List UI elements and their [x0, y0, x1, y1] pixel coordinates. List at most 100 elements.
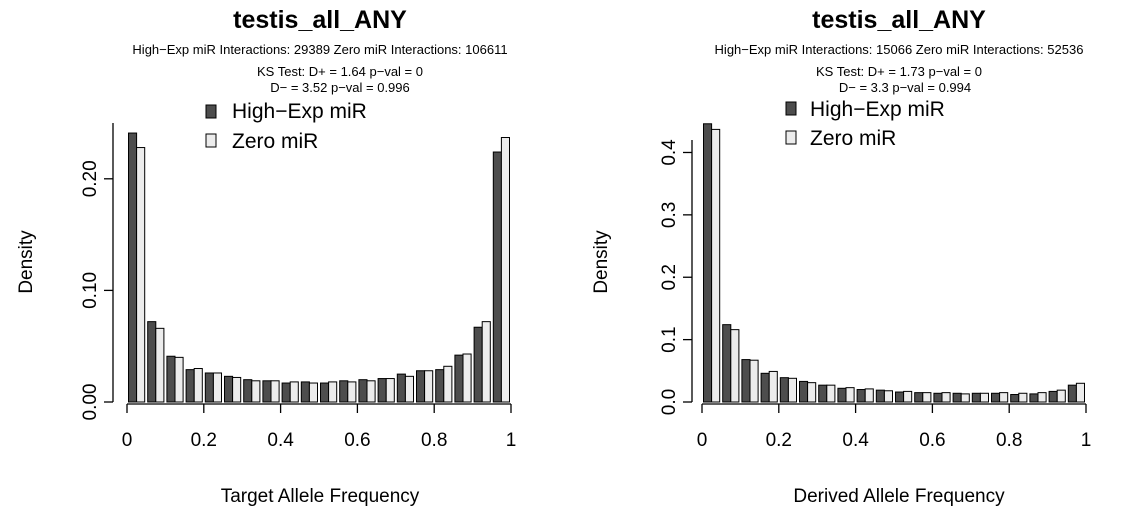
- y-tick-label: 0.1: [659, 326, 680, 352]
- bar-zero: [328, 381, 338, 403]
- bar-zero: [481, 321, 491, 403]
- bar-high-exp: [1067, 384, 1077, 403]
- x-tick-label: 0.2: [766, 430, 792, 451]
- left-chart-panel: testis_all_ANY High−Exp miR Interactions…: [16, 6, 516, 507]
- y-tick-label: 0.00: [80, 384, 101, 421]
- bar-high-exp: [971, 392, 981, 403]
- bar-high-exp: [166, 355, 176, 403]
- bar-zero: [500, 137, 510, 403]
- bar-zero: [308, 382, 318, 403]
- bar-zero: [212, 372, 222, 403]
- bar-zero: [232, 376, 242, 403]
- x-tick-label: 0.8: [996, 430, 1022, 451]
- legend-label-high-exp: High−Exp miR: [810, 98, 945, 121]
- bar-zero: [1018, 392, 1028, 403]
- bar-zero: [1075, 382, 1086, 403]
- x-tick-label: 0.4: [267, 430, 294, 451]
- bar-high-exp: [128, 132, 138, 403]
- legend-swatch-high-exp: [785, 101, 797, 116]
- bar-high-exp: [914, 392, 924, 403]
- bar-zero: [979, 392, 990, 403]
- x-axis-label: Target Allele Frequency: [221, 486, 420, 507]
- y-tick-label: 0.0: [659, 389, 680, 415]
- x-tick-label: 0.8: [421, 430, 447, 451]
- bar-high-exp: [377, 378, 387, 403]
- x-tick-label: 0.6: [919, 430, 945, 451]
- x-tick-label: 1: [506, 430, 517, 451]
- bar-high-exp: [396, 373, 406, 403]
- bar-high-exp: [703, 123, 713, 403]
- y-tick-label: 0.2: [659, 264, 680, 290]
- bar-high-exp: [1029, 393, 1039, 403]
- ks-test-d-minus: D− = 3.3 p−val = 0.994: [839, 80, 971, 95]
- interaction-counts: High−Exp miR Interactions: 29389 Zero mi…: [132, 42, 507, 57]
- bar-high-exp: [358, 379, 368, 403]
- legend: High−Exp miR Zero miR: [205, 100, 367, 153]
- bar-zero: [385, 378, 395, 403]
- bar-high-exp: [1010, 394, 1020, 403]
- legend-swatch-zero: [205, 133, 217, 148]
- chart-title: testis_all_ANY: [812, 6, 986, 34]
- bar-zero: [347, 381, 357, 403]
- ks-test-d-minus: D− = 3.52 p−val = 0.996: [270, 80, 410, 95]
- bar-zero: [845, 387, 855, 403]
- bar-high-exp: [454, 354, 464, 403]
- bar-zero: [922, 392, 932, 403]
- right-chart-panel: testis_all_ANY High−Exp miR Interactions…: [591, 6, 1091, 507]
- legend-swatch-high-exp: [205, 104, 217, 119]
- y-ticks: 0.00 0.10 0.20: [80, 160, 113, 420]
- bar-high-exp: [779, 377, 789, 403]
- bar-high-exp: [339, 380, 349, 403]
- interaction-counts: High−Exp miR Interactions: 15066 Zero mi…: [715, 42, 1084, 57]
- y-tick-label: 0.10: [80, 272, 101, 309]
- bar-zero: [826, 384, 836, 403]
- x-tick-label: 0: [697, 430, 708, 451]
- bar-high-exp: [262, 380, 272, 403]
- ks-test-d-plus: KS Test: D+ = 1.64 p−val = 0: [257, 64, 423, 79]
- bar-high-exp: [224, 375, 234, 403]
- bar-high-exp: [281, 382, 291, 403]
- bar-zero: [462, 353, 472, 403]
- bar-zero: [864, 388, 874, 403]
- bar-zero: [424, 370, 434, 403]
- x-axis-label: Derived Allele Frequency: [793, 486, 1005, 507]
- bar-high-exp: [185, 369, 195, 403]
- x-tick-label: 0.4: [842, 430, 869, 451]
- bar-high-exp: [1048, 390, 1058, 403]
- legend-label-zero: Zero miR: [232, 130, 318, 153]
- bar-zero: [787, 377, 798, 403]
- y-tick-label: 0.4: [659, 139, 680, 166]
- bar-zero: [768, 370, 778, 403]
- bar-high-exp: [243, 379, 253, 403]
- bar-zero: [174, 356, 184, 403]
- bar-high-exp: [492, 151, 502, 403]
- bar-high-exp: [837, 387, 847, 403]
- legend-label-zero: Zero miR: [810, 127, 896, 150]
- ks-test-d-plus: KS Test: D+ = 1.73 p−val = 0: [816, 64, 982, 79]
- x-tick-label: 0: [122, 430, 133, 451]
- bar-zero: [366, 380, 376, 403]
- bar-zero: [1037, 392, 1047, 403]
- x-ticks: 0 0.2 0.4 0.6 0.8 1: [122, 404, 517, 451]
- bar-zero: [807, 382, 817, 403]
- bar-high-exp: [856, 389, 866, 403]
- y-axis-label: Density: [16, 230, 37, 294]
- bar-zero: [1056, 389, 1066, 403]
- bar-zero: [903, 390, 913, 403]
- x-tick-label: 0.6: [344, 430, 370, 451]
- x-tick-label: 1: [1081, 430, 1092, 451]
- bar-zero: [960, 393, 970, 403]
- bar-high-exp: [895, 391, 905, 403]
- bar-high-exp: [300, 381, 310, 403]
- y-axis-label: Density: [591, 230, 612, 294]
- bar-high-exp: [875, 389, 885, 403]
- bar-zero: [155, 327, 165, 403]
- bar-zero: [749, 359, 759, 403]
- bar-high-exp: [991, 392, 1001, 403]
- bar-high-exp: [320, 382, 330, 403]
- bar-zero: [193, 368, 203, 403]
- bar-zero: [289, 381, 299, 403]
- bar-zero: [941, 392, 951, 403]
- bar-zero: [443, 365, 453, 403]
